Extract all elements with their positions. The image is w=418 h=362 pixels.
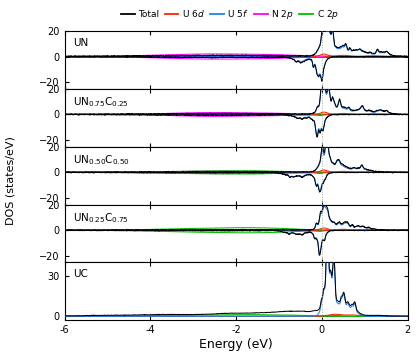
Text: UC: UC <box>74 269 88 279</box>
Text: UN$_{0.25}$C$_{0.75}$: UN$_{0.25}$C$_{0.75}$ <box>74 211 129 225</box>
Text: UN$_{0.50}$C$_{0.50}$: UN$_{0.50}$C$_{0.50}$ <box>74 153 130 167</box>
Text: UN: UN <box>74 38 89 48</box>
X-axis label: Energy (eV): Energy (eV) <box>199 338 273 351</box>
Text: DOS (states/eV): DOS (states/eV) <box>5 136 15 226</box>
Text: UN$_{0.75}$C$_{0.25}$: UN$_{0.75}$C$_{0.25}$ <box>74 96 129 109</box>
Legend: Total, U $6d$, U $5f$, N $2p$, C $2p$: Total, U $6d$, U $5f$, N $2p$, C $2p$ <box>117 4 342 25</box>
